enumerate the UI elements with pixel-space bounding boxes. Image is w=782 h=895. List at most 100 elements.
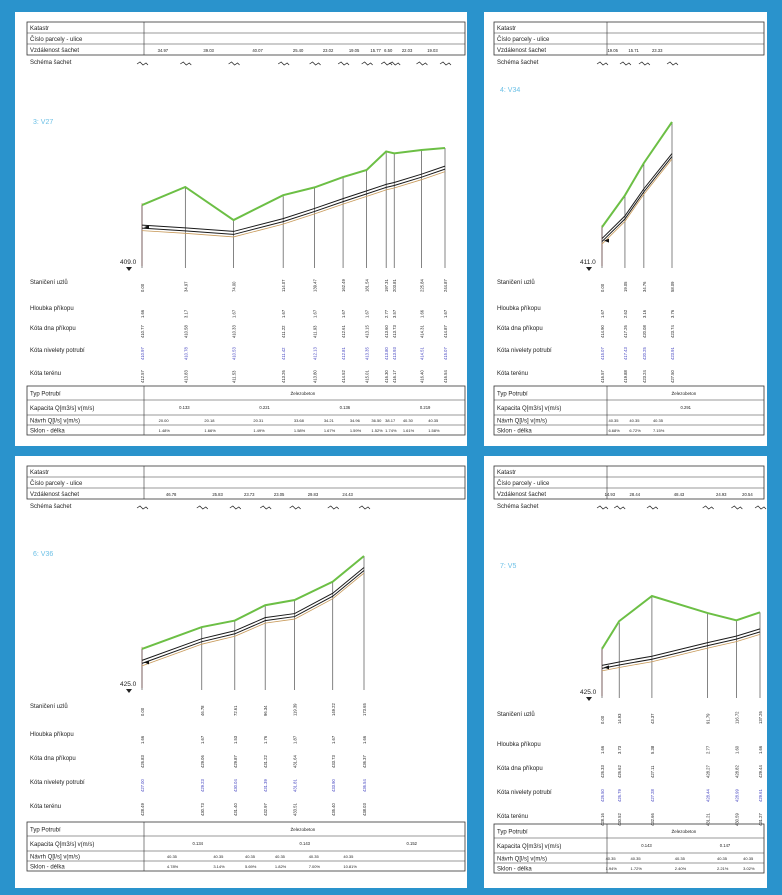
longitudinal-profile: 411.0 (580, 121, 673, 271)
manhole-symbol (136, 61, 149, 66)
sklon-value: 2.21% (717, 866, 729, 871)
terrain-line (141, 147, 446, 222)
manhole-symbol (613, 505, 626, 510)
navrh-value: 40.35 (167, 854, 178, 859)
dno-value: 428.82 (734, 765, 739, 778)
kapacita-value: 0.291 (681, 405, 692, 410)
station-value: 58.09 (670, 281, 675, 292)
dno-value: 413.73 (392, 325, 397, 338)
navrh-value: 40.35 (653, 418, 664, 423)
station-value: 34.97 (183, 281, 188, 292)
niveleta-value: 426.50 (600, 789, 605, 802)
manhole-symbol (358, 505, 371, 510)
station-value: 46.78 (200, 705, 205, 716)
label-kota-nivelety: Kóta nivelety potrubí (497, 790, 552, 796)
profile-panel-v5: Katastr Číslo parcely - ulice Vzdálenost š… (484, 456, 767, 888)
teren-value: 419.88 (623, 370, 628, 383)
pipe-invert-line (141, 168, 446, 235)
sklon-value: 6.72% (629, 428, 641, 433)
label-kota-terenu: Kóta terénu (30, 804, 61, 810)
manhole-symbol (380, 61, 393, 66)
niveleta-value: 420.25 (642, 347, 647, 360)
distance-value: 46.78 (166, 492, 177, 497)
station-value: 203.81 (392, 279, 397, 292)
label-katastr: Katastr (30, 470, 49, 476)
pipe-type-value: Železobeton (672, 827, 697, 834)
niveleta-value: 423.91 (670, 347, 675, 360)
depth-value: 1.66 (419, 309, 424, 318)
sklon-value: 1.67% (324, 428, 336, 433)
distance-value: 40.07 (252, 48, 263, 53)
dno-value: 429.44 (758, 765, 763, 778)
depth-value: 1.67 (341, 309, 346, 318)
depth-value: 1.60 (734, 745, 739, 754)
navrh-value: 40.35 (309, 854, 320, 859)
header-table-frame (493, 465, 765, 500)
teren-value: 427.50 (670, 370, 675, 383)
profile-panel-v36: Katastr Číslo parcely - ulice Vzdálenost š… (15, 456, 467, 888)
navrh-value: 40.35 (631, 856, 642, 861)
teren-value: 416.54 (443, 370, 448, 383)
kapacita-value: 0.143 (300, 841, 311, 846)
label-kapacita: Kapacita Q[m3/s] v(m/s) (497, 406, 561, 412)
bottom-table-frame (493, 385, 765, 436)
dno-value: 431.64 (293, 755, 298, 768)
teren-value: 430.59 (734, 813, 739, 826)
header-table-frame (493, 21, 765, 56)
manhole-symbol (666, 61, 679, 66)
longitudinal-profile: 425.0 (580, 594, 761, 701)
navrh-value: 34.96 (350, 418, 361, 423)
longitudinal-profile: 409.0 (120, 147, 446, 271)
datum-marker (586, 267, 592, 271)
dno-value: 420.08 (642, 325, 647, 338)
teren-value: 412.57 (140, 370, 145, 383)
label-kota-terenu: Kóta terénu (497, 371, 528, 377)
manhole-symbol (388, 61, 401, 66)
niveleta-value: 431.81 (293, 779, 298, 792)
sklon-value: 10.81% (343, 864, 357, 869)
label-schema: Schéma šachet (30, 60, 72, 66)
navrh-value: 40.35 (675, 856, 686, 861)
teren-value: 428.16 (600, 813, 605, 826)
label-hloubka: Hloubka příkopu (30, 732, 74, 738)
manhole-symbol (136, 505, 149, 510)
niveleta-value: 414.51 (419, 347, 424, 360)
profile-title: 4: V34 (500, 87, 520, 94)
distance-value: 34.97 (158, 48, 169, 53)
depth-value: 1.67 (600, 309, 605, 318)
sklon-value: 1.82% (275, 864, 287, 869)
navrh-value: 20.00 (159, 418, 170, 423)
label-kapacita: Kapacita Q[m3/s] v(m/s) (30, 406, 94, 412)
depth-value: 2.62 (623, 309, 628, 318)
label-sklon: Sklon - délka (30, 865, 65, 871)
station-value: 96.34 (263, 705, 268, 716)
teren-value: 413.26 (281, 370, 286, 383)
dno-value: 426.33 (600, 765, 605, 778)
distance-value: 25.83 (212, 492, 223, 497)
niveleta-value: 412.81 (341, 347, 346, 360)
label-kota-dna: Kóta dna příkopu (497, 326, 543, 332)
station-value: 14.93 (617, 713, 622, 724)
sklon-value: 1.72% (631, 866, 643, 871)
sklon-value: 6.68% (608, 428, 620, 433)
distance-value: 28.44 (630, 492, 641, 497)
pipe-crown-line (141, 567, 365, 661)
bottom-table: Typ Potrubí Kapacita Q[m3/s] v(m/s) Návrh … (26, 385, 466, 436)
station-value: 114.07 (281, 279, 286, 292)
dno-value: 414.90 (600, 325, 605, 338)
label-kota-terenu: Kóta terénu (497, 814, 528, 820)
manhole-symbol (228, 61, 240, 66)
bottom-table-frame (26, 385, 466, 436)
depth-value: 3.57 (392, 309, 397, 318)
sklon-value: 4.78% (167, 864, 179, 869)
label-schema: Schéma šachet (497, 60, 539, 66)
label-katastr: Katastr (497, 470, 516, 476)
dno-value: 413.15 (365, 325, 370, 338)
inflow-arrow (604, 665, 609, 670)
label-vzdalenost: Vzdálenost šachet (30, 492, 79, 498)
station-value: 0.00 (600, 715, 605, 724)
station-value: 91.79 (706, 713, 711, 724)
datum-value: 411.0 (580, 259, 596, 266)
manhole-symbol (259, 505, 272, 510)
label-typ-potrubi: Typ Potrubí (30, 828, 61, 834)
